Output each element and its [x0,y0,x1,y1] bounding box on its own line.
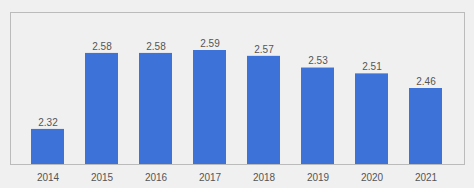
svg-text:2017: 2017 [199,172,222,183]
svg-text:2.46: 2.46 [416,76,436,87]
svg-text:2.58: 2.58 [146,41,166,52]
svg-text:2018: 2018 [253,172,276,183]
svg-text:2.51: 2.51 [362,61,382,72]
svg-text:2.57: 2.57 [254,44,274,55]
svg-text:2016: 2016 [145,172,168,183]
svg-text:2.58: 2.58 [92,41,112,52]
svg-text:2019: 2019 [307,172,330,183]
svg-text:2.59: 2.59 [200,38,220,49]
svg-text:2021: 2021 [415,172,438,183]
svg-text:2014: 2014 [37,172,60,183]
svg-text:2020: 2020 [361,172,384,183]
svg-text:2.53: 2.53 [308,55,328,66]
svg-text:2015: 2015 [91,172,114,183]
svg-text:2.32: 2.32 [38,117,58,128]
